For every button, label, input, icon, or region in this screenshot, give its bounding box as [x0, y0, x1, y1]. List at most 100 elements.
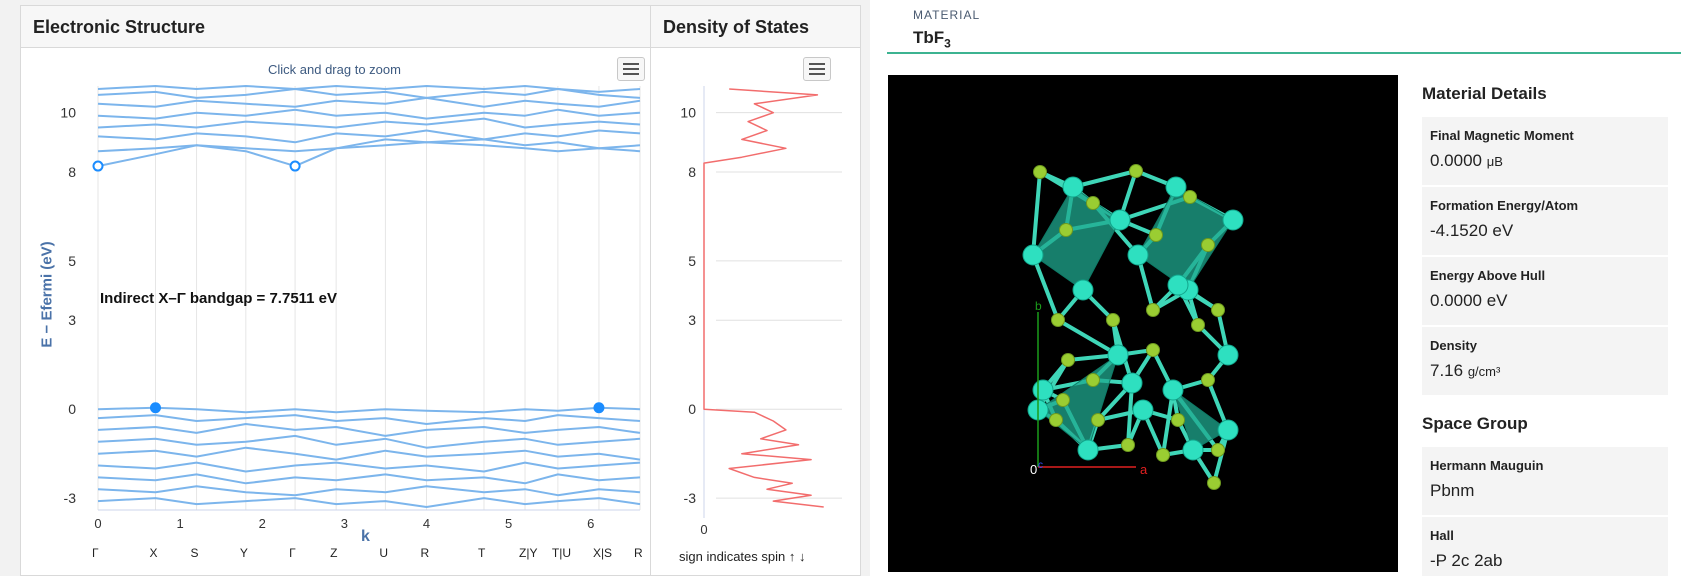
- tb-atom: [1121, 372, 1143, 394]
- property-final-magnetic-moment: Final Magnetic Moment 0.0000 μB: [1422, 117, 1668, 187]
- k-point-label: T|U: [551, 546, 571, 560]
- property-density: Density 7.16 g/cm³: [1422, 327, 1668, 397]
- valence-band-line: [97, 423, 641, 437]
- f-atom: [1183, 190, 1197, 204]
- f-atom: [1051, 313, 1065, 327]
- f-atom: [1086, 373, 1100, 387]
- conduction-band-line: [97, 96, 641, 108]
- property-energy-above-hull: Energy Above Hull 0.0000 eV: [1422, 257, 1668, 327]
- k-point-label: Z: [330, 546, 338, 560]
- conduction-band-line: [97, 88, 641, 99]
- axis-label-a: a: [1140, 462, 1148, 477]
- tb-atom: [1109, 209, 1131, 231]
- material-name: TbF3: [913, 28, 951, 51]
- coordination-polyhedron: [1037, 353, 1119, 451]
- crystal-structure-viewer[interactable]: b a c 0: [888, 75, 1398, 572]
- k-point-label: R: [634, 546, 643, 560]
- x-tick-label: 0: [94, 516, 101, 531]
- k-point-label: T: [477, 546, 486, 560]
- k-point-label: S: [190, 546, 199, 560]
- y-tick-label: -3: [64, 490, 77, 506]
- x-tick-label: 5: [505, 516, 512, 531]
- y-axis-title: E − Efermi (eV): [38, 241, 56, 348]
- tb-atom: [1217, 419, 1239, 441]
- y-tick-label: 8: [68, 164, 76, 180]
- dos-y-tick-label: 0: [688, 401, 696, 417]
- bond: [1071, 169, 1138, 189]
- x-axis-title: k: [361, 528, 370, 545]
- band-chart-menu-button[interactable]: [617, 57, 645, 81]
- f-atom: [1191, 318, 1205, 332]
- axis-label-c: c: [1038, 460, 1043, 471]
- tb-atom: [1107, 344, 1129, 366]
- y-tick-label: 0: [68, 401, 76, 417]
- k-point-label: R: [420, 546, 430, 560]
- density-of-states-panel: Density of States: [650, 5, 861, 576]
- conduction-band-line: [97, 138, 641, 168]
- k-point-label: Γ: [289, 546, 296, 560]
- x-tick-label: 1: [177, 516, 184, 531]
- tb-atom: [1127, 244, 1149, 266]
- axis-gizmo: b a c 0: [1030, 299, 1148, 477]
- conduction-band-line: [97, 85, 641, 93]
- k-point-label: X|S: [592, 546, 613, 560]
- vbm-marker: [593, 402, 605, 414]
- f-atom: [1156, 448, 1170, 462]
- x-tick-label: 4: [423, 516, 430, 531]
- y-tick-label: 10: [60, 105, 76, 121]
- k-point-label: X: [149, 546, 158, 560]
- f-atom: [1056, 393, 1070, 407]
- f-atom: [1061, 353, 1075, 367]
- f-atom: [1086, 196, 1100, 210]
- k-point-label: Y: [239, 546, 248, 560]
- f-atom: [1146, 303, 1160, 317]
- valence-band-line: [97, 497, 641, 508]
- tb-atom: [1072, 279, 1094, 301]
- axis-label-b: b: [1035, 299, 1042, 313]
- f-atom: [1149, 228, 1163, 242]
- f-atom: [1049, 413, 1063, 427]
- axis-origin: 0: [1030, 462, 1037, 477]
- tb-atom: [1022, 244, 1044, 266]
- dos-y-tick-label: 10: [680, 105, 696, 121]
- electronic-structure-title: Electronic Structure: [21, 6, 650, 48]
- conduction-band-line: [97, 129, 641, 144]
- f-atom: [1033, 165, 1047, 179]
- cbm-marker: [92, 160, 104, 172]
- bond: [1031, 253, 1060, 322]
- cbm-marker: [289, 160, 301, 172]
- coordination-polyhedron: [1032, 186, 1121, 291]
- material-header-divider: [887, 52, 1681, 54]
- conduction-band-line: [97, 117, 641, 129]
- dos-x-tick-label: 0: [700, 522, 707, 537]
- tb-atom: [1167, 274, 1189, 296]
- conduction-band-line: [97, 108, 641, 120]
- f-atom: [1211, 443, 1225, 457]
- y-tick-label: 3: [68, 312, 76, 328]
- k-point-label: Γ: [92, 546, 99, 560]
- density-of-states-title: Density of States: [651, 6, 860, 48]
- k-point-label: Z|Y: [519, 546, 538, 560]
- tb-atom: [1217, 344, 1239, 366]
- f-atom: [1146, 343, 1160, 357]
- band-structure-chart[interactable]: 10 8 5 3 0 -3 0 1 2 3 4 5 6: [20, 48, 650, 576]
- property-hermann-mauguin: Hermann Mauguin Pbnm: [1422, 447, 1668, 517]
- hamburger-menu-icon: [809, 63, 825, 65]
- valence-band-line: [97, 406, 641, 414]
- bond: [1161, 388, 1175, 457]
- dos-y-tick-label: 8: [688, 164, 696, 180]
- bond: [1031, 170, 1042, 257]
- dos-chart-menu-button[interactable]: [803, 57, 831, 81]
- valence-band-line: [97, 434, 641, 449]
- zoom-hint: Click and drag to zoom: [268, 62, 401, 77]
- material-details: Material Details Final Magnetic Moment 0…: [1422, 75, 1668, 576]
- f-atom: [1211, 303, 1225, 317]
- bandgap-annotation: Indirect X–Γ bandgap = 7.7511 eV: [100, 290, 338, 307]
- dos-chart[interactable]: 10 8 5 3 0 -3 0: [650, 48, 861, 576]
- f-atom: [1207, 476, 1221, 490]
- k-point-label: U: [379, 546, 389, 560]
- space-group-title: Space Group: [1422, 414, 1528, 433]
- tb-atom: [1182, 439, 1204, 461]
- bond: [1056, 318, 1120, 357]
- f-atom: [1091, 413, 1105, 427]
